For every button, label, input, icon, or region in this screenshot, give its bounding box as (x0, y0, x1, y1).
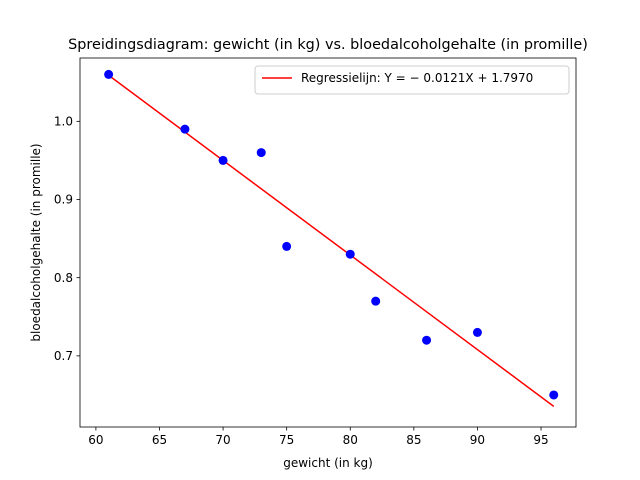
y-tick-label: 0.7 (54, 349, 73, 363)
x-tick-label: 70 (215, 433, 230, 447)
y-axis: 0.7 0.8 0.9 1.0 (54, 115, 80, 363)
x-tick-label: 85 (406, 433, 421, 447)
data-point (422, 335, 432, 345)
chart-title: Spreidingsdiagram: gewicht (in kg) vs. b… (68, 37, 588, 53)
regression-line (108, 74, 555, 407)
x-axis: 60 65 70 75 80 85 90 95 (88, 427, 549, 447)
data-point (549, 390, 559, 400)
data-point (104, 69, 114, 79)
x-tick-label: 75 (279, 433, 294, 447)
x-tick-label: 60 (88, 433, 103, 447)
data-point (218, 155, 228, 165)
legend-box (254, 65, 570, 95)
data-point (371, 296, 381, 306)
plot-area (79, 57, 577, 428)
x-tick-label: 65 (152, 433, 167, 447)
legend: Regressielijn: Y = − 0.0121X + 1.7970 (254, 65, 570, 95)
data-points-layer (104, 69, 559, 400)
data-point (472, 327, 482, 337)
plot-frame (79, 57, 577, 428)
y-axis-label: bloedalcoholgehalte (in promille) (29, 143, 43, 341)
y-tick-label: 1.0 (54, 115, 73, 129)
x-tick-label: 95 (533, 433, 548, 447)
data-point (345, 249, 355, 259)
y-tick-label: 0.8 (54, 271, 73, 285)
y-tick-label: 0.9 (54, 193, 73, 207)
x-tick-label: 90 (470, 433, 485, 447)
x-tick-label: 80 (343, 433, 358, 447)
data-point (282, 241, 292, 251)
legend-label: Regressielijn: Y = − 0.0121X + 1.7970 (301, 71, 533, 85)
data-point (256, 148, 266, 158)
regression-line-layer (108, 74, 555, 407)
data-point (180, 124, 190, 134)
x-axis-label: gewicht (in kg) (283, 456, 373, 470)
